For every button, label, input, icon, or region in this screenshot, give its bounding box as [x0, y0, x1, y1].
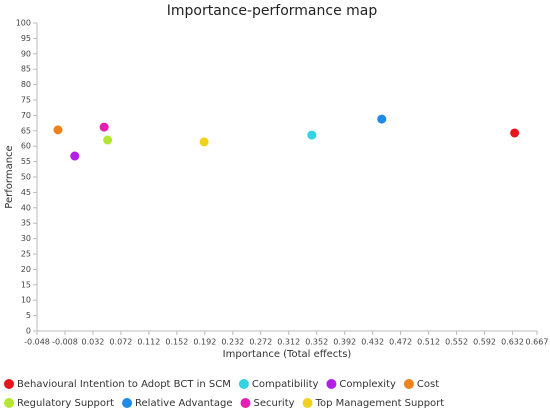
legend-label: Top Management Support	[315, 398, 445, 409]
x-axis-label: Importance (Total effects)	[223, 349, 352, 360]
chart-title: Importance-performance map	[167, 3, 378, 19]
legend-label: Complexity	[339, 379, 396, 390]
y-tick-label: 70	[21, 111, 31, 120]
x-tick-label: 0.032	[81, 338, 104, 347]
x-tick-label: 0.392	[333, 338, 356, 347]
y-tick-label: 35	[21, 219, 31, 228]
y-axis-label: Performance	[4, 145, 15, 208]
point	[53, 125, 63, 135]
x-tick-label: 0.192	[193, 338, 216, 347]
y-tick-label: 30	[21, 234, 31, 243]
legend-marker	[302, 398, 313, 408]
x-tick-label: 0.112	[137, 338, 160, 347]
legend-marker	[4, 398, 14, 408]
y-tick-label: 95	[21, 34, 31, 43]
y-tick-label: 80	[21, 80, 31, 89]
y-tick-label: 55	[21, 157, 31, 166]
legend-label: Behavioural Intention to Adopt BCT in SC…	[17, 379, 231, 390]
y-tick-label: 40	[21, 203, 31, 212]
y-tick-label: 75	[21, 96, 31, 105]
x-tick-label: 0.312	[277, 338, 300, 347]
y-tick-label: 0	[26, 327, 31, 336]
y-tick-label: 15	[21, 280, 31, 289]
x-tick-label: 0.512	[417, 338, 440, 347]
y-tick-label: 85	[21, 65, 31, 74]
point	[199, 137, 209, 147]
y-tick-label: 90	[21, 49, 31, 58]
point	[307, 130, 317, 140]
y-tick-label: 100	[16, 19, 31, 28]
legend-marker	[403, 379, 414, 389]
y-tick-label: 25	[21, 250, 31, 259]
point	[510, 128, 520, 138]
x-tick-label: 0.152	[165, 338, 188, 347]
y-tick-label: 10	[21, 296, 31, 305]
x-tick-label: 0.552	[445, 338, 468, 347]
point	[103, 135, 113, 145]
x-tick-label: 0.232	[221, 338, 244, 347]
x-tick-label: 0.272	[249, 338, 272, 347]
legend-label: Compatibility	[252, 379, 319, 390]
y-tick-label: 5	[26, 311, 31, 320]
legend-marker	[122, 398, 133, 408]
x-tick-label: 0.632	[501, 338, 524, 347]
y-tick-label: 65	[21, 126, 31, 135]
legend-label: Cost	[417, 379, 439, 390]
legend-label: Relative Advantage	[135, 398, 232, 409]
point	[70, 151, 80, 161]
y-tick-label: 45	[21, 188, 31, 197]
x-tick-label: -0.048	[24, 338, 50, 347]
point	[99, 122, 109, 132]
x-tick-label: 0.432	[361, 338, 384, 347]
x-tick-label: 0.592	[473, 338, 496, 347]
x-tick-label: 0.667	[526, 338, 549, 347]
y-tick-label: 50	[21, 173, 31, 182]
x-tick-label: 0.072	[109, 338, 132, 347]
x-tick-label: 0.472	[389, 338, 412, 347]
legend-marker	[326, 379, 337, 389]
legend-label: Security	[253, 398, 294, 409]
x-tick-label: 0.352	[305, 338, 328, 347]
legend-marker	[4, 379, 14, 389]
y-tick-label: 60	[21, 142, 31, 151]
y-tick-label: 20	[21, 265, 31, 274]
point	[377, 114, 387, 124]
legend-label: Regulatory Support	[17, 398, 114, 409]
legend-marker	[240, 398, 251, 408]
legend-marker	[238, 379, 249, 389]
x-tick-label: -0.008	[52, 338, 78, 347]
